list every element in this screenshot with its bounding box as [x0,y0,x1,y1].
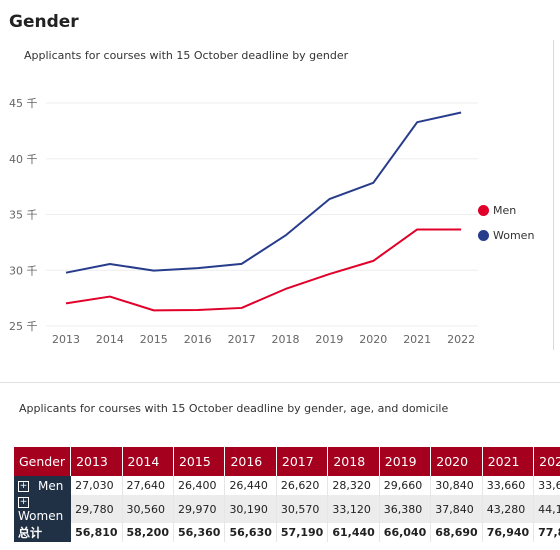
y-tick-label: 25 千 [9,320,38,333]
table-header-year[interactable]: 2018 [327,447,380,476]
table-header-year[interactable]: 2021 [482,447,535,476]
x-tick-label: 2015 [140,333,168,346]
table-cell: 27,640 [122,476,174,495]
row-label-women[interactable]: +Women [14,495,72,523]
table-cell: 77,810 [533,523,560,542]
table-row-total: 总计 56,810 58,200 56,360 56,630 57,190 61… [14,523,560,542]
expand-women-icon[interactable]: + [18,497,29,508]
table-cell: 57,190 [276,523,329,542]
legend-marker-women [478,229,489,241]
x-tick-label: 2014 [96,333,124,346]
table-cell: 76,940 [482,523,535,542]
table-cell: 68,690 [430,523,483,542]
chart-legend: Men Women [478,202,534,252]
table-cell: 66,040 [379,523,432,542]
table-cell: 26,440 [224,476,277,495]
table-row-women: +Women 29,780 30,560 29,970 30,190 30,57… [14,495,560,523]
table-title: Applicants for courses with 15 October d… [19,402,449,415]
table-cell: 36,380 [379,495,432,523]
table-cell: 33,120 [327,495,380,523]
y-tick-label: 45 千 [9,97,38,110]
x-tick-label: 2018 [272,333,300,346]
table-cell: 27,030 [70,476,123,495]
table-cell: 30,840 [430,476,483,495]
row-label-men[interactable]: + Men [14,476,72,495]
x-tick-label: 2019 [315,333,343,346]
table-cell: 29,660 [379,476,432,495]
row-label-text: Women [18,509,64,523]
chart-gridlines [46,102,478,327]
chart-title: Applicants for courses with 15 October d… [24,49,349,62]
expand-men-icon[interactable]: + [18,480,29,492]
data-table: Gender 2013 2014 2015 2016 2017 2018 201… [14,447,560,542]
table-cell: 37,840 [430,495,483,523]
table-cell: 26,400 [173,476,226,495]
series-line-men[interactable] [65,228,462,312]
table-cell: 43,280 [482,495,535,523]
y-tick-label: 35 千 [9,209,38,222]
table-header-row: Gender 2013 2014 2015 2016 2017 2018 201… [14,447,560,476]
row-label-text: Men [38,478,64,493]
legend-item-women[interactable]: Women [478,227,534,243]
table-cell: 58,200 [122,523,174,542]
table-header-gender[interactable]: Gender [14,447,72,476]
table-cell: 44,150 [533,495,560,523]
series-line-women[interactable] [65,111,462,274]
x-axis-ticks: 2013 2014 2015 2016 2017 2018 2019 2020 2021 2022 [52,333,475,346]
x-tick-label: 2013 [52,333,80,346]
table-cell: 30,560 [122,495,174,523]
table-cell: 61,440 [327,523,380,542]
table-header-year[interactable]: 2014 [122,447,174,476]
panel-divider-vertical [553,40,554,350]
table-cell: 56,360 [173,523,226,542]
y-tick-label: 30 千 [9,264,38,277]
legend-marker-men [478,204,489,216]
table-header-year[interactable]: 2013 [70,447,123,476]
row-label-total: 总计 [14,523,72,542]
table-row-men: + Men 27,030 27,640 26,400 26,440 26,620 … [14,476,560,495]
table-cell: 30,190 [224,495,277,523]
x-tick-label: 2016 [184,333,212,346]
table-cell: 56,810 [70,523,123,542]
table-header-year[interactable]: 2019 [379,447,432,476]
chart-series [65,111,462,312]
table-header-year[interactable]: 2017 [276,447,329,476]
y-tick-label: 40 千 [9,153,38,166]
x-tick-label: 2021 [403,333,431,346]
table-header-year[interactable]: 2016 [224,447,277,476]
table-cell: 33,660 [482,476,535,495]
table-header-year[interactable]: 2015 [173,447,226,476]
legend-item-men[interactable]: Men [478,202,534,218]
table-cell: 56,630 [224,523,277,542]
page-title: Gender [9,12,79,32]
table-header-year[interactable]: 2020 [430,447,483,476]
table-header-year[interactable]: 2022 [533,447,560,476]
table-cell: 28,320 [327,476,380,495]
x-tick-label: 2022 [447,333,475,346]
line-chart: 25 千30 千35 千40 千45 千 2013 2014 2015 2016 201… [9,97,478,346]
table-cell: 26,620 [276,476,329,495]
x-tick-label: 2020 [359,333,387,346]
table-cell: 30,570 [276,495,329,523]
x-tick-label: 2017 [228,333,256,346]
panel-divider [0,382,560,383]
y-axis-ticks: 25 千 30 千 35 千 40 千 45 千 [9,97,38,333]
legend-label-women: Women [493,228,535,242]
table-cell: 29,780 [70,495,123,523]
legend-label-men: Men [493,203,517,217]
table-cell: 29,970 [173,495,226,523]
table-cell: 33,660 [533,476,560,495]
